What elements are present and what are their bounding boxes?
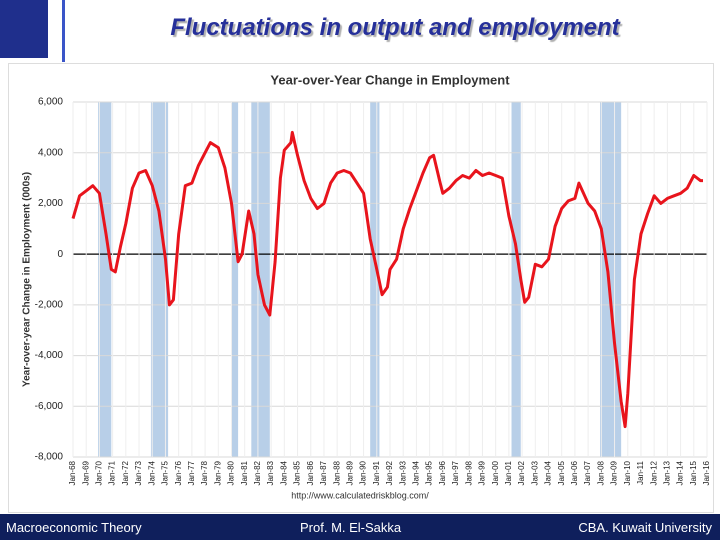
- recession-band: [370, 102, 380, 457]
- x-tick-label: Jan-04: [544, 460, 553, 485]
- x-tick-label: Jan-83: [266, 460, 275, 485]
- data-line: [71, 130, 703, 429]
- x-tick-label: Jan-13: [662, 460, 671, 485]
- chart: Year-over-Year Change in Employment Year-…: [8, 63, 714, 513]
- y-tick-label: 0: [57, 249, 63, 260]
- chart-title: Year-over-Year Change in Employment: [270, 72, 510, 87]
- x-tick-label: Jan-90: [359, 460, 368, 485]
- x-tick-label: Jan-81: [240, 460, 249, 485]
- x-tick-label: Jan-15: [689, 460, 698, 485]
- y-tick-label: -4,000: [35, 350, 64, 361]
- x-tick-label: Jan-97: [451, 460, 460, 485]
- x-tick-label: Jan-73: [134, 460, 143, 485]
- x-tick-label: Jan-99: [478, 460, 487, 485]
- x-tick-label: Jan-85: [293, 460, 302, 485]
- x-tick-label: Jan-79: [213, 460, 222, 485]
- x-tick-label: Jan-74: [147, 460, 156, 485]
- x-tick-label: Jan-05: [557, 460, 566, 485]
- x-tick-label: Jan-92: [385, 460, 394, 485]
- y-tick-label: -2,000: [35, 299, 64, 310]
- recession-band: [511, 102, 521, 457]
- footer-right: CBA. Kuwait University: [578, 520, 712, 535]
- recession-band: [150, 102, 169, 457]
- x-tick-label: Jan-02: [517, 460, 526, 485]
- y-tick-label: 6,000: [38, 97, 63, 108]
- recession-band: [98, 102, 112, 457]
- x-tick-label: Jan-07: [583, 460, 592, 485]
- footer: Macroeconomic Theory Prof. M. El-Sakka C…: [0, 514, 720, 540]
- x-tick-label: Jan-89: [345, 460, 354, 485]
- recession-band: [600, 102, 622, 457]
- x-tick-label: Jan-12: [649, 460, 658, 485]
- footer-center: Prof. M. El-Sakka: [300, 520, 402, 535]
- x-tick-label: Jan-91: [372, 460, 381, 485]
- footer-left: Macroeconomic Theory: [6, 520, 142, 535]
- x-tick-label: Jan-70: [95, 460, 104, 485]
- x-tick-label: Jan-75: [161, 460, 170, 485]
- x-tick-label: Jan-76: [174, 460, 183, 485]
- y-tick-label: 2,000: [38, 198, 63, 209]
- title-rule: [62, 0, 65, 62]
- slide-title: Fluctuations in output and employment: [170, 14, 620, 41]
- x-tick-label: Jan-09: [610, 460, 619, 485]
- x-tick-label: Jan-03: [530, 460, 539, 485]
- y-tick-label: 4,000: [38, 147, 63, 158]
- y-tick-label: -8,000: [35, 452, 64, 463]
- x-tick-label: Jan-69: [81, 460, 90, 485]
- x-tick-label: Jan-14: [676, 460, 685, 485]
- corner-decoration: [0, 0, 48, 58]
- x-tick-label: Jan-82: [253, 460, 262, 485]
- y-tick-label: -6,000: [35, 401, 64, 412]
- recession-band: [231, 102, 239, 457]
- x-tick-label: Jan-16: [702, 460, 711, 485]
- source-note: http://www.calculatedriskblog.com/: [291, 490, 429, 500]
- x-tick-label: Jan-93: [398, 460, 407, 485]
- x-tick-label: Jan-06: [570, 460, 579, 485]
- x-tick-label: Jan-87: [319, 460, 328, 485]
- x-tick-label: Jan-72: [121, 460, 130, 485]
- x-tick-label: Jan-84: [279, 460, 288, 485]
- x-tick-label: Jan-80: [227, 460, 236, 485]
- x-tick-label: Jan-95: [425, 460, 434, 485]
- x-tick-label: Jan-77: [187, 460, 196, 485]
- x-tick-label: Jan-10: [623, 460, 632, 485]
- x-tick-label: Jan-86: [306, 460, 315, 485]
- x-tick-label: Jan-00: [491, 460, 500, 485]
- x-tick-label: Jan-88: [332, 460, 341, 485]
- recession-band: [251, 102, 270, 457]
- x-tick-label: Jan-01: [504, 460, 513, 485]
- x-tick-label: Jan-98: [464, 460, 473, 485]
- x-tick-label: Jan-71: [108, 460, 117, 485]
- x-tick-label: Jan-96: [438, 460, 447, 485]
- x-tick-label: Jan-78: [200, 460, 209, 485]
- x-tick-label: Jan-94: [412, 460, 421, 485]
- y-axis-label: Year-over-year Change in Employment (000…: [22, 172, 33, 387]
- x-tick-label: Jan-68: [68, 460, 77, 485]
- x-tick-label: Jan-08: [596, 460, 605, 485]
- x-tick-label: Jan-11: [636, 460, 645, 484]
